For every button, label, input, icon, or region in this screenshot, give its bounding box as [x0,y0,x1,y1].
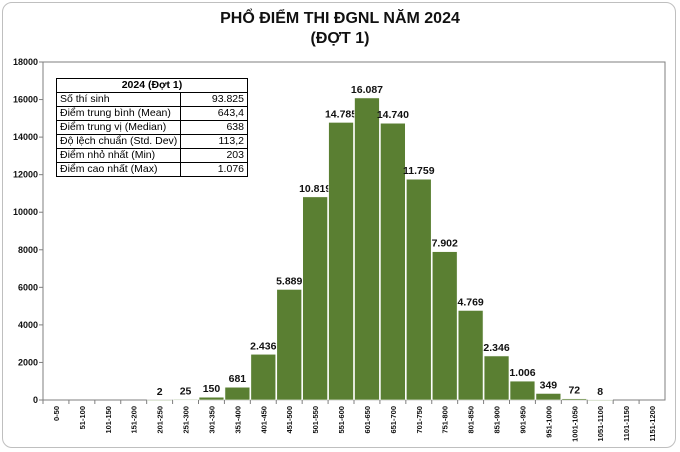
bar-value-label: 2.436 [250,340,276,352]
bar [198,396,225,401]
x-tick-label: 951-1000 [544,406,553,438]
y-tick-label: 2000 [18,357,38,367]
x-tick-label: 101-150 [104,406,113,434]
bar [561,398,588,401]
bar [406,178,432,401]
stats-label: Điểm trung vị (Median) [55,120,182,135]
chart-subtitle: (ĐỢT 1) [310,30,370,47]
y-tick-label: 10000 [13,207,38,217]
bar-value-label: 8 [597,386,603,398]
bar-value-label: 10.819 [299,183,331,195]
stats-value: 113,2 [180,134,248,149]
stats-header-row: 2024 (Đợt 1) [56,78,248,93]
x-tick-label: 601-650 [363,406,372,434]
bar-value-label: 16.087 [351,84,383,96]
y-tick-label: 6000 [18,282,38,292]
x-tick-label: 1101-1150 [622,406,631,441]
bar-value-label: 4.769 [457,296,483,308]
bar-value-label: 7.902 [432,238,458,250]
y-tick-label: 18000 [13,57,38,67]
x-tick-label: 351-400 [233,406,242,434]
bar-value-label: 2 [157,386,163,398]
x-tick-label: 551-600 [337,406,346,434]
bar [250,353,277,401]
x-tick-label: 251-300 [182,406,191,434]
bar [146,399,173,402]
bar-value-label: 11.759 [403,165,435,177]
stats-row: Điểm trung bình (Mean) 643,4 [55,106,248,121]
bar-value-label: 14.785 [325,108,357,120]
bar [224,386,251,401]
x-tick-label: 301-350 [207,406,216,434]
bar-value-label: 349 [540,379,558,391]
bar-value-label: 25 [180,386,192,398]
chart-frame [2,2,676,448]
bar-value-label: 150 [203,383,221,395]
bar [276,289,302,401]
stats-value: 203 [180,148,248,163]
bar-value-label: 5.889 [276,275,302,287]
bar-value-label: 1.006 [509,367,535,379]
x-tick-label: 801-850 [467,406,476,434]
stats-row: Số thí sinh 93.825 [55,92,248,107]
bar [380,122,406,401]
bar [457,310,484,401]
stats-table: 2024 (Đợt 1) Số thí sinh 93.825 Điểm tru… [55,78,248,177]
y-tick-label: 4000 [18,320,38,330]
x-tick-label: 451-500 [285,406,294,434]
x-tick-label: 901-950 [518,406,527,434]
y-tick-label: 8000 [18,245,38,255]
bar [172,399,199,401]
stats-label: Điểm trung bình (Mean) [55,106,182,121]
stats-row: Điểm cao nhất (Max) 1.076 [55,162,248,177]
x-tick-label: 201-250 [156,406,165,434]
bar [328,122,354,401]
stats-value: 93.825 [180,92,248,107]
bar [302,196,328,401]
bar [354,97,380,401]
stats-value: 638 [180,120,248,135]
stats-label: Độ lệch chuẩn (Std. Dev) [55,134,182,149]
bar [431,251,458,401]
x-tick-label: 1151-1200 [648,406,657,441]
bar-value-label: 2.346 [483,342,509,354]
bar [509,380,536,401]
x-tick-label: 751-800 [441,406,450,434]
bar-value-label: 681 [229,373,247,385]
y-tick-label: 0 [33,395,38,405]
bar [483,355,510,401]
x-tick-label: 651-700 [389,406,398,434]
x-tick-label: 1051-1100 [596,406,605,441]
x-tick-label: 1001-1050 [570,406,579,442]
x-tick-label: 851-900 [493,406,502,434]
bar-value-label: 14.740 [377,109,409,121]
y-tick-label: 12000 [13,170,38,180]
bar [535,393,562,401]
stats-header: 2024 (Đợt 1) [56,78,248,93]
stats-label: Điểm nhỏ nhất (Min) [55,148,182,163]
bar [587,399,613,401]
chart-title: PHỔ ĐIỂM THI ĐGNL NĂM 2024 [220,10,460,27]
stats-row: Điểm nhỏ nhất (Min) 203 [55,148,248,163]
stats-row: Điểm trung vị (Median) 638 [55,120,248,135]
x-tick-label: 701-750 [415,406,424,434]
stats-value: 643,4 [180,106,248,121]
stats-label: Điểm cao nhất (Max) [55,162,182,177]
bar-value-label: 72 [568,385,580,397]
x-tick-label: 501-550 [311,406,320,434]
x-tick-label: 401-450 [259,406,268,434]
x-tick-label: 51-100 [78,406,87,429]
stats-value: 1.076 [180,162,248,177]
x-tick-label: 0-50 [52,406,61,421]
stats-row: Độ lệch chuẩn (Std. Dev) 113,2 [55,134,248,149]
stats-label: Số thí sinh [55,92,182,107]
x-tick-label: 151-200 [130,406,139,434]
y-tick-label: 14000 [13,132,38,142]
y-tick-label: 16000 [13,95,38,105]
